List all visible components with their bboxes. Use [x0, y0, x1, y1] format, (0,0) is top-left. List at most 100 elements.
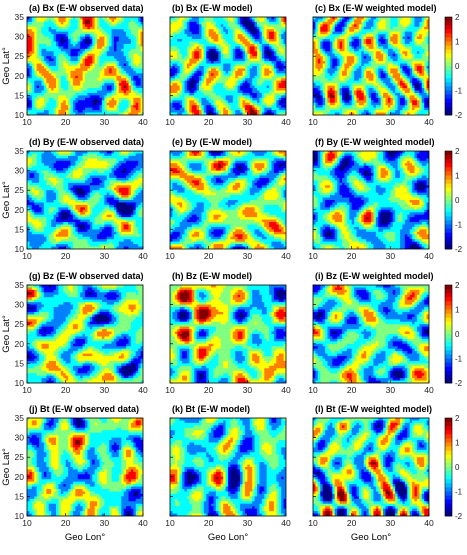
heatmap-cell — [42, 24, 45, 27]
heatmap-cell — [27, 64, 30, 67]
heatmap-cell — [221, 46, 224, 49]
heatmap-cell — [274, 27, 277, 30]
heatmap-cell — [187, 19, 190, 22]
heatmap-cell — [230, 27, 233, 30]
heatmap-cell — [124, 103, 127, 106]
heatmap-cell — [114, 42, 117, 45]
heatmap-cell — [407, 71, 410, 74]
heatmap-cell — [73, 27, 76, 30]
heatmap-cell — [422, 34, 425, 37]
heatmap-cell — [124, 32, 127, 35]
heatmap-cell — [214, 103, 217, 106]
heatmap-cell — [221, 19, 224, 22]
heatmap-cell — [39, 19, 42, 22]
heatmap-cell — [109, 91, 112, 94]
heatmap-cell — [204, 61, 207, 64]
heatmap-cell — [204, 22, 207, 25]
heatmap-cell — [247, 27, 250, 30]
heatmap-cell — [259, 100, 262, 103]
heatmap-cell — [272, 24, 275, 27]
heatmap-cell — [255, 91, 258, 94]
heatmap-cell — [347, 49, 350, 52]
heatmap-cell — [255, 76, 258, 79]
heatmap-cell — [58, 39, 61, 42]
heatmap-cell — [58, 19, 61, 22]
heatmap-cell — [369, 39, 372, 42]
heatmap-cell — [218, 78, 221, 81]
heatmap-cell — [318, 64, 321, 67]
heatmap-cell — [340, 37, 343, 40]
heatmap-cell — [211, 59, 214, 62]
heatmap-cell — [250, 98, 253, 101]
heatmap-cell — [369, 64, 372, 67]
heatmap-cell — [361, 46, 364, 49]
heatmap-cell — [226, 91, 229, 94]
heatmap-cell — [54, 105, 57, 108]
heatmap-cell — [366, 68, 369, 71]
heatmap-cell — [97, 32, 100, 35]
heatmap-cell — [73, 22, 76, 25]
heatmap-cell — [58, 56, 61, 59]
heatmap-cell — [32, 103, 35, 106]
heatmap-cell — [71, 98, 74, 101]
heatmap-cell — [340, 39, 343, 42]
heatmap-cell — [51, 83, 54, 86]
heatmap-cell — [71, 108, 74, 111]
heatmap-cell — [78, 78, 81, 81]
heatmap-cell — [221, 95, 224, 98]
heatmap-cell — [332, 49, 335, 52]
heatmap-cell — [63, 24, 66, 27]
heatmap-cell — [325, 73, 328, 76]
heatmap-cell — [182, 110, 185, 113]
heatmap-cell — [119, 86, 122, 89]
heatmap-cell — [424, 59, 427, 62]
heatmap-cell — [182, 68, 185, 71]
heatmap-cell — [119, 56, 122, 59]
heatmap-cell — [104, 91, 107, 94]
heatmap-cell — [78, 68, 81, 71]
heatmap-cell — [194, 19, 197, 22]
heatmap-cell — [78, 54, 81, 57]
heatmap-cell — [243, 64, 246, 67]
heatmap-cell — [405, 17, 408, 20]
heatmap-cell — [175, 78, 178, 81]
heatmap-cell — [330, 37, 333, 40]
heatmap-cell — [247, 78, 250, 81]
heatmap-cell — [276, 42, 279, 45]
heatmap-cell — [131, 83, 134, 86]
heatmap-cell — [133, 19, 136, 22]
heatmap-cell — [73, 68, 76, 71]
heatmap-cell — [83, 68, 86, 71]
heatmap-cell — [264, 76, 267, 79]
heatmap-cell — [199, 29, 202, 32]
heatmap-cell — [245, 39, 248, 42]
heatmap-cell — [194, 42, 197, 45]
heatmap-cell — [29, 59, 32, 62]
heatmap-cell — [27, 105, 30, 108]
heatmap-cell — [95, 98, 98, 101]
heatmap-cell — [272, 81, 275, 84]
heatmap-cell — [136, 42, 139, 45]
heatmap-cell — [182, 37, 185, 40]
heatmap-cell — [107, 32, 110, 35]
heatmap-cell — [313, 17, 316, 20]
heatmap-cell — [42, 22, 45, 25]
heatmap-cell — [49, 44, 52, 47]
heatmap-cell — [361, 61, 364, 64]
heatmap-cell — [197, 59, 200, 62]
heatmap-cell — [92, 29, 95, 32]
heatmap-cell — [216, 44, 219, 47]
heatmap-cell — [185, 32, 188, 35]
heatmap-cell — [189, 61, 192, 64]
heatmap-cell — [75, 105, 78, 108]
heatmap-cell — [364, 37, 367, 40]
heatmap-cell — [383, 56, 386, 59]
heatmap-cell — [376, 66, 379, 69]
heatmap-cell — [214, 88, 217, 91]
heatmap-cell — [66, 88, 69, 91]
heatmap-cell — [32, 66, 35, 69]
heatmap-cell — [44, 19, 47, 22]
heatmap-cell — [107, 54, 110, 57]
heatmap-cell — [34, 46, 37, 49]
heatmap-cell — [216, 91, 219, 94]
